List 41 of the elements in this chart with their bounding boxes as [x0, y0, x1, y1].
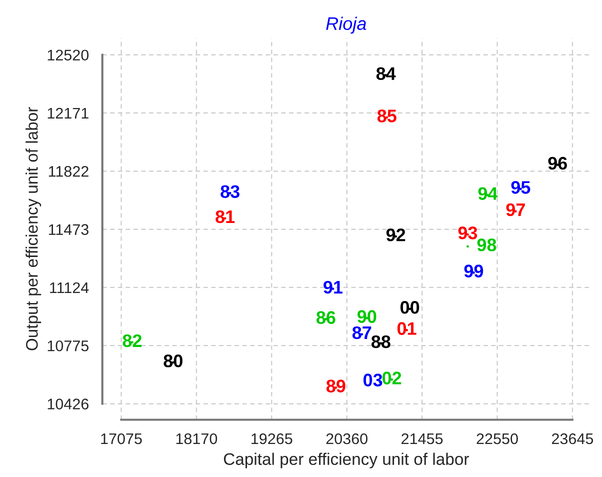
x-tick-label: 23645: [552, 433, 594, 444]
series-label: 95: [511, 181, 530, 194]
series-label: 88: [371, 335, 390, 348]
x-tick-label: 21455: [402, 433, 443, 444]
y-tick-label: 10775: [48, 340, 89, 352]
series-label: 84: [376, 67, 396, 80]
series-label: 86: [316, 311, 336, 324]
series-label: 98: [477, 238, 496, 252]
series-label: 97: [506, 203, 525, 216]
chart-title: Rioja: [326, 16, 366, 34]
series-label: 87: [352, 326, 372, 340]
series-label: 99: [464, 264, 484, 278]
series-label: 03: [363, 374, 382, 386]
x-tick-label: 19265: [252, 433, 292, 444]
y-axis-title: Output per efficiency unit of labor: [26, 107, 42, 350]
series-label: 01: [397, 322, 416, 335]
series-label: 89: [326, 380, 346, 392]
series-label: 00: [400, 301, 420, 314]
series-label: 85: [377, 110, 396, 122]
y-tick-label: 12171: [48, 108, 88, 119]
series-label: 94: [478, 187, 498, 200]
series-label: 91: [324, 280, 343, 294]
x-tick-label: 17075: [101, 433, 142, 444]
series-label: 93: [458, 226, 478, 240]
y-tick-label: 11124: [50, 282, 89, 293]
y-tick-label: 11822: [48, 166, 88, 177]
y-tick-label: 11473: [48, 224, 88, 235]
x-tick-label: 18170: [176, 433, 218, 444]
y-tick-label: 10426: [48, 398, 88, 410]
series-label: 92: [386, 228, 406, 242]
x-tick-label: 22550: [476, 433, 518, 444]
series-label: 81: [216, 210, 235, 224]
series-label: 80: [164, 354, 182, 368]
y-tick-label: 12520: [48, 50, 89, 61]
series-label: 96: [548, 156, 567, 170]
x-axis-title: Capital per efficiency unit of labor: [224, 452, 469, 468]
series-label: 02: [382, 372, 402, 384]
series-label: 90: [357, 310, 376, 323]
series-label: 83: [220, 185, 240, 198]
x-tick-label: 20360: [326, 433, 368, 444]
series-label: 82: [122, 334, 142, 348]
